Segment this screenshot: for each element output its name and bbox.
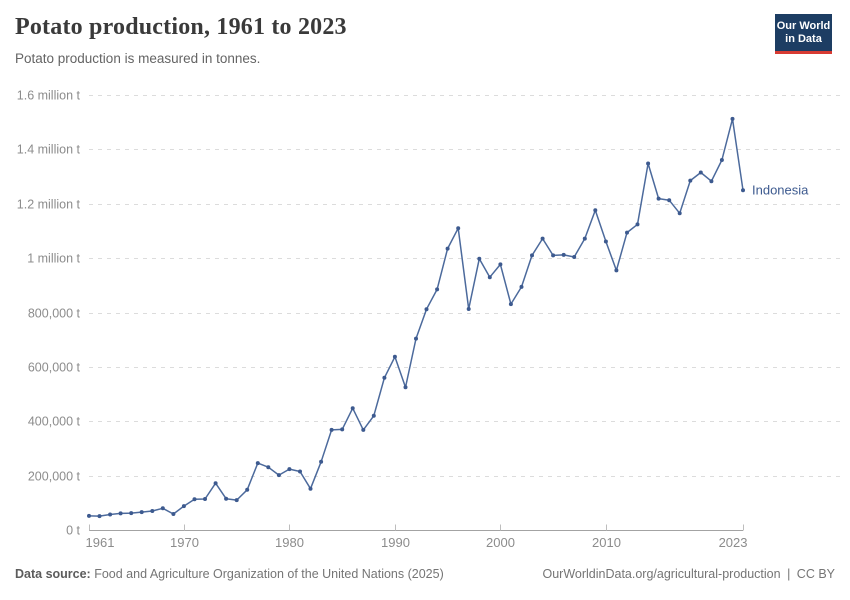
x-axis-label: 2010 xyxy=(592,535,621,550)
data-point[interactable] xyxy=(698,170,703,175)
data-point[interactable] xyxy=(181,504,186,509)
x-axis-label: 1970 xyxy=(170,535,199,550)
y-axis-label: 1.2 million t xyxy=(17,198,81,212)
chart-subtitle: Potato production is measured in tonnes. xyxy=(15,51,261,66)
data-point[interactable] xyxy=(677,211,682,216)
data-point[interactable] xyxy=(213,481,218,486)
y-axis-label: 200,000 t xyxy=(28,470,81,484)
series-line[interactable] xyxy=(88,118,744,517)
data-point[interactable] xyxy=(403,385,408,390)
data-point[interactable] xyxy=(97,514,102,519)
data-point[interactable] xyxy=(551,253,556,258)
data-point[interactable] xyxy=(667,198,672,203)
data-point[interactable] xyxy=(498,262,503,267)
data-point[interactable] xyxy=(540,236,545,241)
data-point[interactable] xyxy=(361,427,366,432)
data-point[interactable] xyxy=(234,498,239,503)
x-axis-label: 1980 xyxy=(275,535,304,550)
data-point[interactable] xyxy=(445,246,450,251)
y-axis-label: 0 t xyxy=(66,524,80,538)
data-point[interactable] xyxy=(139,510,144,515)
data-point[interactable] xyxy=(298,469,302,474)
data-point[interactable] xyxy=(508,302,513,307)
data-point[interactable] xyxy=(635,222,640,227)
data-point[interactable] xyxy=(424,307,429,312)
data-point[interactable] xyxy=(108,512,113,517)
data-point[interactable] xyxy=(255,461,260,466)
data-point[interactable] xyxy=(392,354,397,359)
x-axis-label: 2023 xyxy=(719,535,748,550)
y-axis-label: 1.4 million t xyxy=(17,143,81,157)
data-point[interactable] xyxy=(150,509,155,513)
data-point[interactable] xyxy=(561,252,566,257)
data-point[interactable] xyxy=(118,511,123,516)
data-point[interactable] xyxy=(171,512,176,516)
footer-link[interactable]: OurWorldinData.org/agricultural-producti… xyxy=(542,567,781,581)
data-point[interactable] xyxy=(382,375,387,380)
data-point[interactable] xyxy=(466,307,471,311)
data-point[interactable] xyxy=(572,255,577,259)
data-point[interactable] xyxy=(87,513,91,518)
data-point[interactable] xyxy=(276,473,281,478)
data-point[interactable] xyxy=(709,179,714,184)
data-point[interactable] xyxy=(224,496,229,501)
data-point[interactable] xyxy=(519,284,524,289)
data-point[interactable] xyxy=(160,506,165,511)
data-point[interactable] xyxy=(625,230,629,235)
y-axis-label: 400,000 t xyxy=(28,415,81,429)
data-point[interactable] xyxy=(308,486,313,491)
chart-footer: Data source: Food and Agriculture Organi… xyxy=(15,567,835,581)
data-point[interactable] xyxy=(371,413,376,418)
data-point[interactable] xyxy=(593,208,598,213)
data-point[interactable] xyxy=(614,268,619,273)
data-point[interactable] xyxy=(688,178,693,183)
data-point[interactable] xyxy=(487,275,492,280)
owid-logo-line2: in Data xyxy=(785,33,822,45)
owid-logo[interactable]: Our World in Data xyxy=(775,14,832,54)
license-label[interactable]: CC BY xyxy=(796,567,835,581)
chart-title: Potato production, 1961 to 2023 xyxy=(15,14,347,40)
data-point[interactable] xyxy=(435,287,440,292)
data-point[interactable] xyxy=(741,188,745,193)
data-point[interactable] xyxy=(730,116,735,121)
data-point[interactable] xyxy=(456,226,461,231)
y-axis-label: 1 million t xyxy=(27,252,80,266)
data-point[interactable] xyxy=(192,497,197,502)
data-point[interactable] xyxy=(319,459,324,464)
data-point[interactable] xyxy=(719,158,724,162)
footer-separator: | xyxy=(787,567,791,581)
data-point[interactable] xyxy=(603,239,608,244)
data-source: Data source: Food and Agriculture Organi… xyxy=(15,567,444,581)
y-axis-label: 800,000 t xyxy=(28,307,81,321)
data-point[interactable] xyxy=(530,253,534,258)
data-point[interactable] xyxy=(582,236,587,241)
series-label[interactable]: Indonesia xyxy=(752,183,809,198)
data-point[interactable] xyxy=(414,336,418,341)
y-axis-label: 600,000 t xyxy=(28,361,81,375)
data-point[interactable] xyxy=(329,427,334,432)
data-point[interactable] xyxy=(340,427,345,432)
data-point[interactable] xyxy=(129,511,134,516)
x-axis-label: 1990 xyxy=(381,535,410,550)
data-point[interactable] xyxy=(245,487,250,492)
owid-logo-line1: Our World xyxy=(776,20,831,32)
y-axis-label: 1.6 million t xyxy=(17,89,81,103)
x-axis-label: 2000 xyxy=(486,535,515,550)
x-axis-label: 1961 xyxy=(86,535,115,550)
data-point[interactable] xyxy=(646,161,651,166)
data-point[interactable] xyxy=(477,256,482,261)
data-source-text: Food and Agriculture Organization of the… xyxy=(94,567,444,581)
data-point[interactable] xyxy=(656,196,661,201)
data-point[interactable] xyxy=(350,406,355,411)
footer-credit: OurWorldinData.org/agricultural-producti… xyxy=(543,567,836,581)
data-point[interactable] xyxy=(287,467,292,472)
data-point[interactable] xyxy=(203,497,207,501)
data-point[interactable] xyxy=(266,465,271,470)
data-source-label: Data source: xyxy=(15,567,91,581)
